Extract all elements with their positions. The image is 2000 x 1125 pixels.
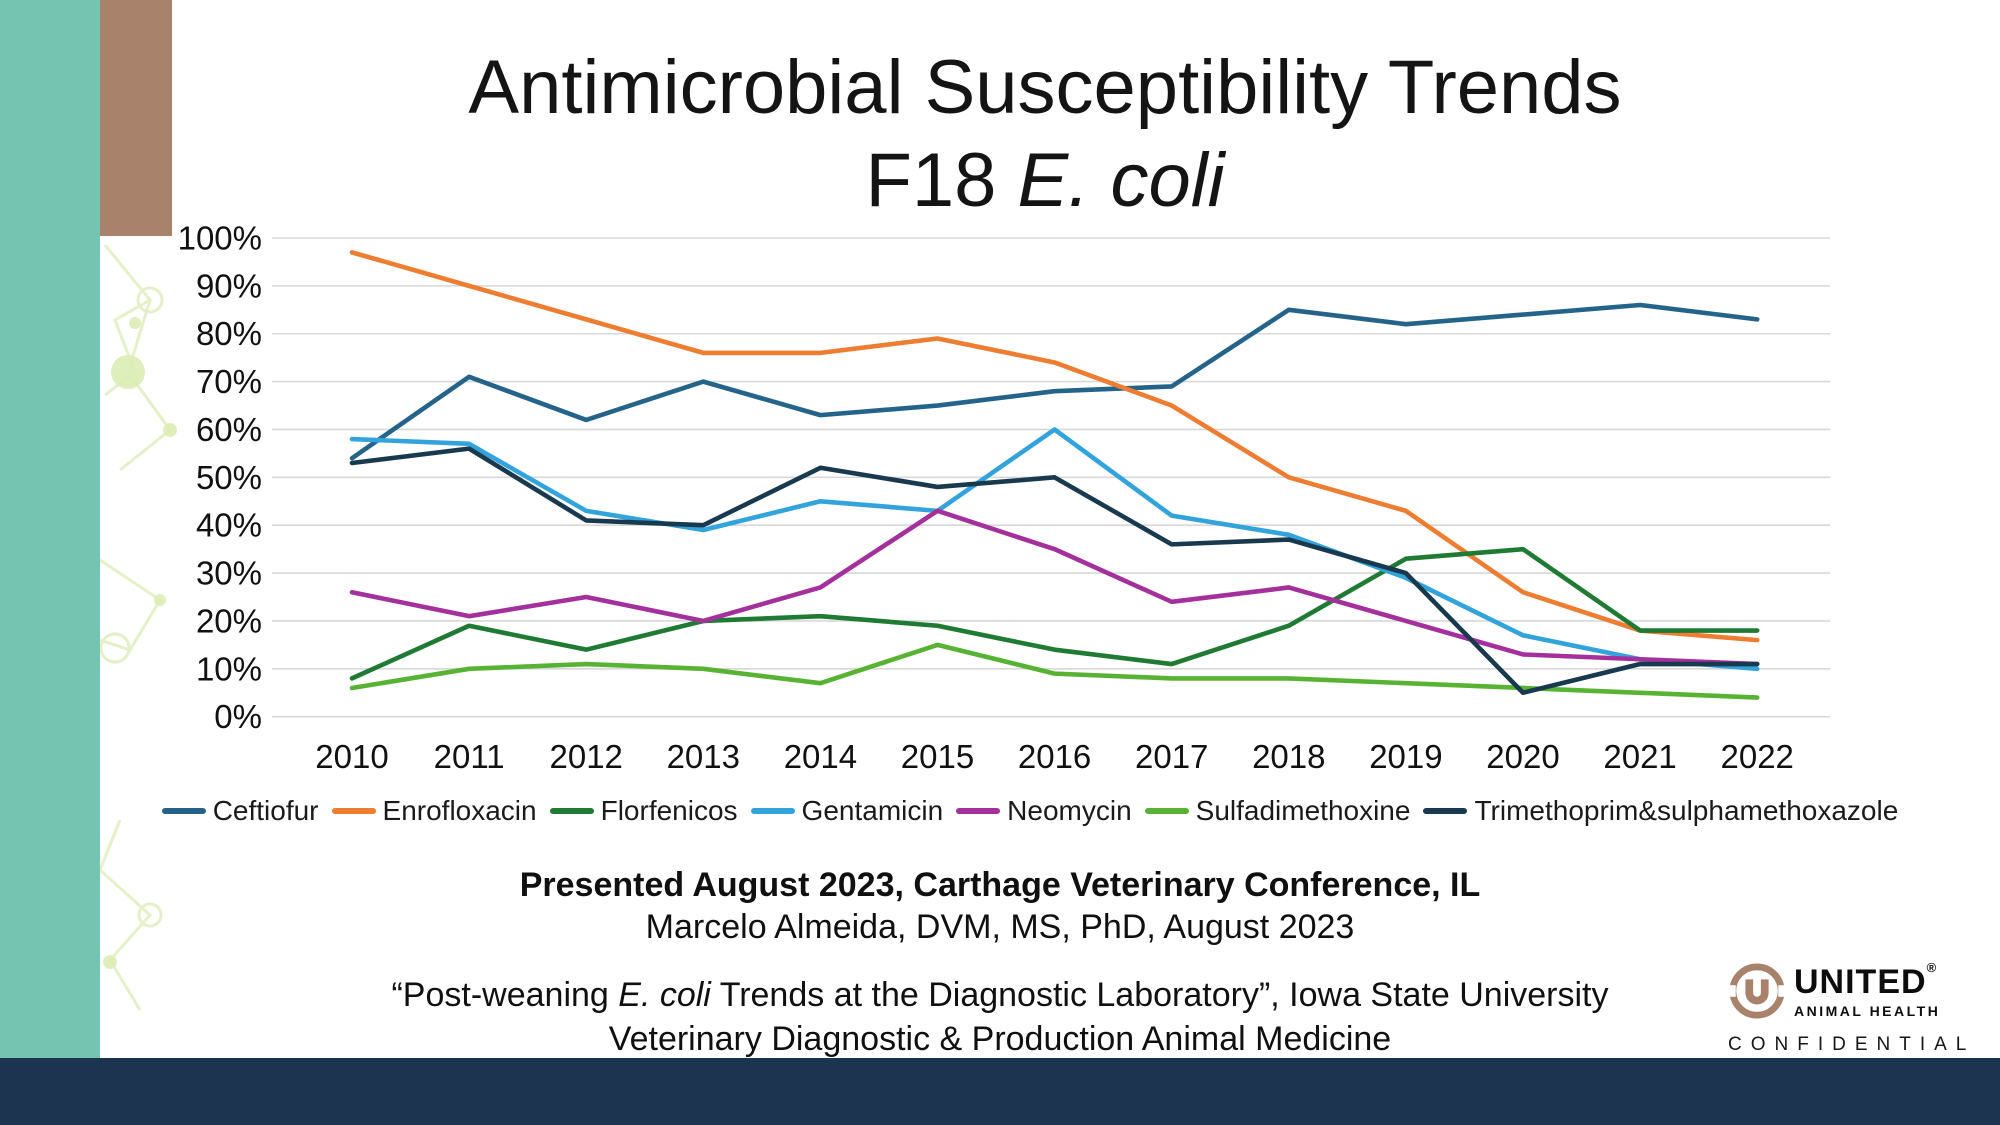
bottom-navy-bar xyxy=(0,1058,2000,1125)
title-line-1: Antimicrobial Susceptibility Trends xyxy=(468,45,1622,130)
legend-label: Sulfadimethoxine xyxy=(1195,795,1411,826)
registered-mark: ® xyxy=(1926,959,1938,975)
legend-item-gentamicin: Gentamicin xyxy=(750,795,944,827)
legend-item-florfenicos: Florfenicos xyxy=(549,795,738,827)
series-line-florfenicos xyxy=(349,546,1760,681)
y-tick-label: 30% xyxy=(196,555,262,592)
y-tick-label: 100% xyxy=(178,220,262,257)
series-line-ceftiofur xyxy=(349,302,1760,461)
x-tick-label: 2019 xyxy=(1369,738,1442,775)
legend-swatch-icon xyxy=(1423,808,1468,814)
x-tick-label: 2015 xyxy=(901,738,974,775)
x-tick-label: 2022 xyxy=(1720,738,1793,775)
legend-swatch-icon xyxy=(331,808,376,814)
citation-suffix: Trends at the Diagnostic Laboratory”, Io… xyxy=(710,976,1609,1014)
x-tick-label: 2016 xyxy=(1018,738,1091,775)
citation-italic: E. coli xyxy=(618,976,711,1014)
title-line-2-italic: E. coli xyxy=(1017,137,1225,223)
logo-brand-text: UNITED xyxy=(1794,962,1927,1001)
legend-swatch-icon xyxy=(549,808,594,814)
y-tick-label: 70% xyxy=(196,363,262,400)
legend-label: Florfenicos xyxy=(600,795,738,826)
legend-item-enrofloxacin: Enrofloxacin xyxy=(331,795,537,827)
x-tick-label: 2013 xyxy=(667,738,740,775)
slide-title: Antimicrobial Susceptibility Trends F18 … xyxy=(110,42,1980,227)
series-line-neomycin xyxy=(349,508,1760,667)
chart-legend: Ceftiofur Enrofloxacin Florfenicos Gentamic… xyxy=(110,795,1950,827)
y-tick-label: 90% xyxy=(196,267,262,304)
x-tick-label: 2011 xyxy=(434,738,505,775)
legend-swatch-icon xyxy=(956,808,1001,814)
legend-item-sulfadimethoxine: Sulfadimethoxine xyxy=(1144,795,1411,827)
x-tick-label: 2018 xyxy=(1252,738,1325,775)
legend-swatch-icon xyxy=(750,808,795,814)
y-tick-label: 80% xyxy=(196,315,262,352)
confidential-label: CONFIDENTIAL xyxy=(1728,1034,1976,1055)
legend-label: Neomycin xyxy=(1007,795,1132,826)
y-tick-label: 40% xyxy=(196,507,262,544)
y-tick-label: 10% xyxy=(196,650,262,687)
presented-line: Presented August 2023, Carthage Veterina… xyxy=(519,866,1481,904)
legend-label: Ceftiofur xyxy=(212,795,319,826)
legend-swatch-icon xyxy=(161,808,206,814)
x-tick-label: 2010 xyxy=(315,738,388,775)
company-logo: UNITED® ANIMAL HEALTH CONFIDENTIAL xyxy=(1728,959,1978,1056)
legend-item-neomycin: Neomycin xyxy=(956,795,1132,827)
series-line-sulfadimethoxine xyxy=(349,642,1760,700)
citation-line-1: “Post-weaning E. coli Trends at the Diag… xyxy=(120,976,1880,1015)
series-line-enrofloxacin xyxy=(349,250,1760,643)
legend-item-trimethoprim-sulphamethoxazole: Trimethoprim&sulphamethoxazole xyxy=(1423,795,1898,827)
title-line-2: F18 E. coli xyxy=(110,135,1980,228)
legend-label: Enrofloxacin xyxy=(382,795,537,826)
y-tick-label: 20% xyxy=(196,602,262,639)
citation-prefix: “Post-weaning xyxy=(391,976,619,1014)
x-tick-label: 2012 xyxy=(549,738,622,775)
brown-accent-block xyxy=(100,0,172,236)
logo-subtitle: ANIMAL HEALTH xyxy=(1794,1002,1941,1019)
x-tick-label: 2017 xyxy=(1135,738,1208,775)
united-u-emblem-icon xyxy=(1728,963,1786,1019)
y-tick-label: 0% xyxy=(214,698,262,735)
title-line-2-prefix: F18 xyxy=(865,137,1018,223)
legend-label: Gentamicin xyxy=(801,795,944,826)
series-line-gentamicin xyxy=(349,427,1760,672)
y-tick-label: 60% xyxy=(196,411,262,448)
author-line: Marcelo Almeida, DVM, MS, PhD, August 20… xyxy=(645,908,1355,946)
legend-label: Trimethoprim&sulphamethoxazole xyxy=(1474,795,1899,826)
legend-swatch-icon xyxy=(1144,808,1189,814)
teal-side-bar xyxy=(0,0,100,1125)
legend-item-ceftiofur: Ceftiofur xyxy=(161,795,319,827)
citation-line-2: Veterinary Diagnostic & Production Anima… xyxy=(608,1020,1392,1058)
x-tick-label: 2020 xyxy=(1486,738,1559,775)
series-line-trimethoprim-sulphamethoxazole xyxy=(349,446,1760,696)
y-tick-label: 50% xyxy=(196,459,262,496)
x-tick-label: 2021 xyxy=(1603,738,1676,775)
x-tick-label: 2014 xyxy=(784,738,857,775)
